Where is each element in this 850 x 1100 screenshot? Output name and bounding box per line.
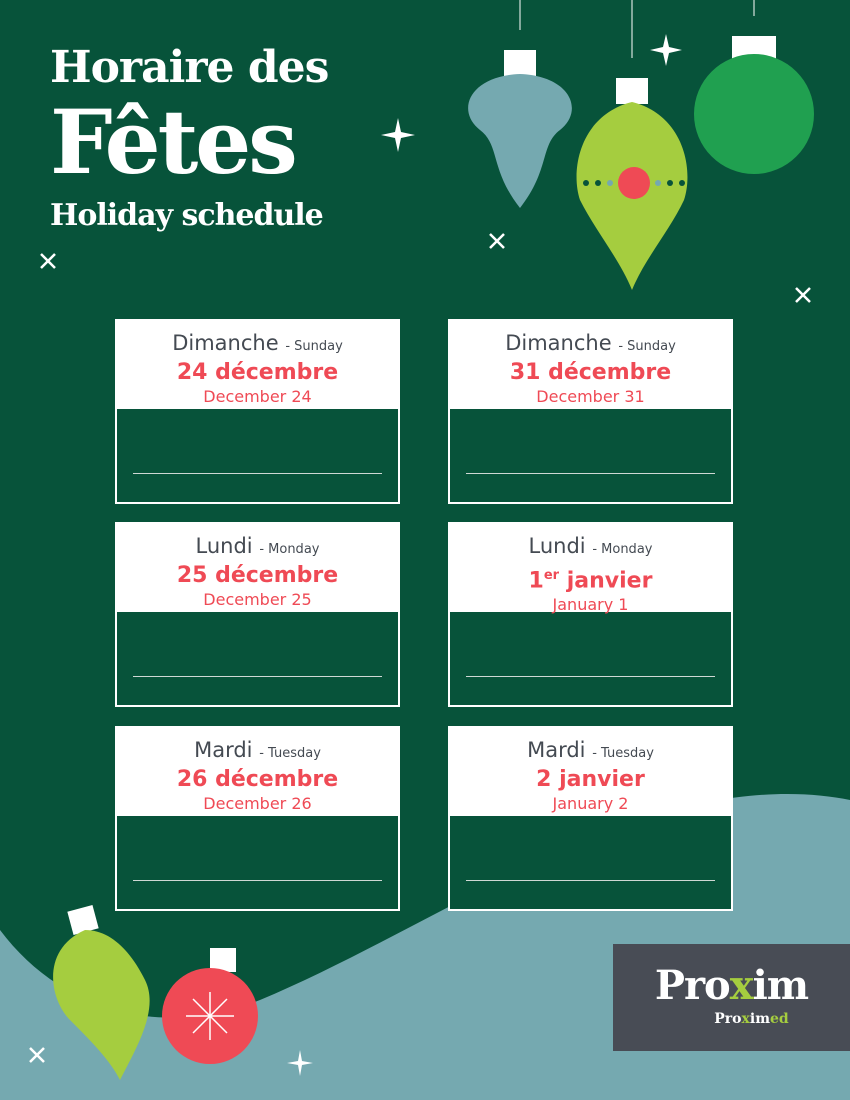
english-date: December 24	[203, 387, 312, 406]
french-date: 24 décembre	[176, 360, 339, 385]
day-name: Lundi - Monday	[195, 534, 320, 558]
schedule-card: Dimanche - Sunday 31 décembre December 3…	[448, 319, 733, 504]
hours-entry-line	[466, 676, 715, 677]
english-date: December 26	[203, 794, 312, 813]
schedule-card: Mardi - Tuesday 2 janvier January 2	[448, 726, 733, 911]
ornament-lime-icon	[576, 0, 688, 290]
french-date: 26 décembre	[176, 767, 339, 792]
proxim-logo: Proxim Proximed	[613, 944, 850, 1051]
ornament-bottom-lime-icon	[53, 905, 150, 1080]
ornament-bottom-red-icon	[162, 948, 258, 1064]
day-name: Mardi - Tuesday	[194, 738, 321, 762]
english-date: January 1	[552, 595, 629, 615]
day-name: Dimanche - Sunday	[172, 331, 343, 355]
card-header: Dimanche - Sunday 24 décembre December 2…	[117, 321, 398, 411]
card-header: Lundi - Monday 1er janvier January 1	[450, 524, 731, 614]
day-name: Mardi - Tuesday	[527, 738, 654, 762]
sparkle-icons	[287, 34, 682, 1076]
hours-entry-line	[133, 880, 382, 881]
card-header: Dimanche - Sunday 31 décembre December 3…	[450, 321, 731, 411]
card-header: Lundi - Monday 25 décembre December 25	[117, 524, 398, 614]
schedule-card: Lundi - Monday 25 décembre December 25	[115, 522, 400, 707]
english-date: December 31	[536, 387, 645, 406]
french-date: 25 décembre	[176, 563, 339, 588]
hours-entry-line	[133, 473, 382, 474]
schedule-card: Lundi - Monday 1er janvier January 1	[448, 522, 733, 707]
subtitle: Holiday schedule	[50, 198, 324, 233]
hours-entry-line	[466, 880, 715, 881]
card-header: Mardi - Tuesday 26 décembre December 26	[117, 728, 398, 818]
title-line-2: Fêtes	[50, 90, 298, 194]
ornament-teal-icon	[468, 0, 572, 208]
english-date: December 25	[203, 590, 312, 609]
card-header: Mardi - Tuesday 2 janvier January 2	[450, 728, 731, 818]
ornament-green-icon	[694, 0, 814, 174]
hours-entry-line	[133, 676, 382, 677]
english-date: January 2	[552, 794, 629, 813]
day-name: Dimanche - Sunday	[505, 331, 676, 355]
schedule-card: Dimanche - Sunday 24 décembre December 2…	[115, 319, 400, 504]
french-date: 2 janvier	[536, 767, 645, 792]
french-date: 1er janvier	[528, 568, 653, 594]
x-star-icons	[29, 233, 811, 1063]
hours-entry-line	[466, 473, 715, 474]
title-line-1: Horaire des	[50, 42, 329, 93]
day-name: Lundi - Monday	[528, 534, 653, 558]
schedule-card: Mardi - Tuesday 26 décembre December 26	[115, 726, 400, 911]
french-date: 31 décembre	[509, 360, 672, 385]
